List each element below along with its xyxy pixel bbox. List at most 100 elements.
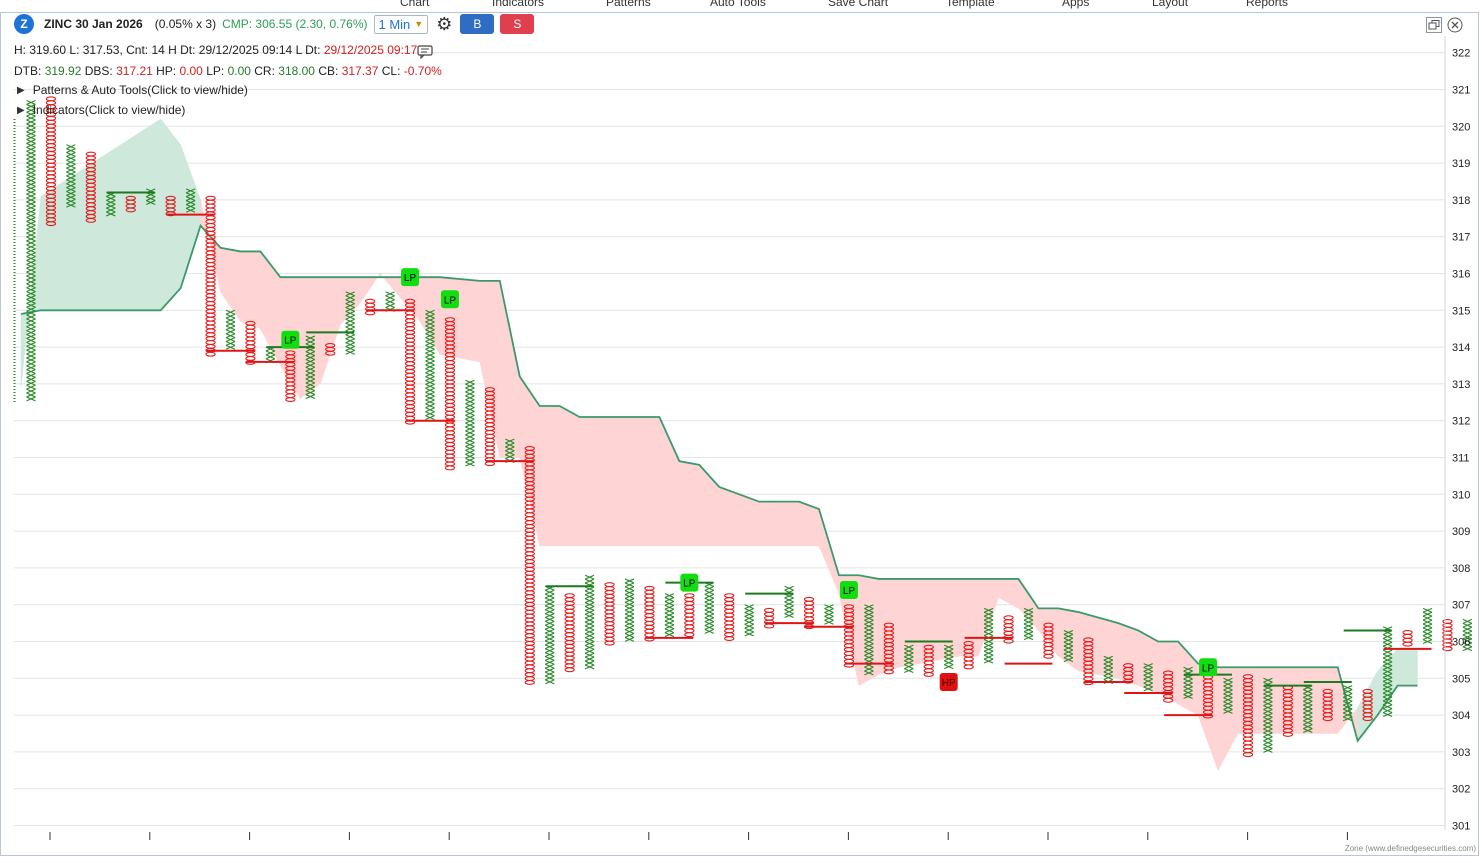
- hp-value: 0.00: [179, 64, 203, 78]
- x-column: [544, 585, 555, 685]
- x-column: [385, 291, 395, 312]
- y-tick-label: 306: [1452, 637, 1470, 649]
- x-column: [1063, 629, 1074, 663]
- chart-frame: [0, 12, 1479, 856]
- y-tick-label: 304: [1452, 710, 1470, 722]
- signal-badge: [839, 580, 858, 599]
- o-column: [404, 298, 416, 425]
- dbs-value: 317.21: [116, 64, 153, 78]
- play-triangle-icon: ▶: [17, 84, 25, 96]
- band-segment: [998, 578, 1019, 609]
- x-column: [345, 291, 355, 355]
- menu-apps[interactable]: Apps: [1062, 0, 1090, 9]
- x-column: [66, 144, 76, 208]
- timeframe-select[interactable]: 1 Min ▼: [373, 14, 429, 34]
- indicators-toggle[interactable]: ▶ Indicators(Click to view/hide): [17, 103, 185, 117]
- y-tick-label: 305: [1452, 673, 1470, 685]
- y-tick-label: 308: [1452, 563, 1470, 575]
- buy-button[interactable]: B: [460, 14, 495, 34]
- band-segment: [758, 501, 800, 547]
- menu-reports[interactable]: Reports: [1246, 0, 1289, 9]
- y-tick-label: 318: [1452, 195, 1470, 207]
- signals: LP LP LP LP LP HP LP: [281, 268, 1218, 691]
- restore-window-icon[interactable]: [1426, 17, 1442, 33]
- gear-icon[interactable]: ⚙: [436, 14, 453, 34]
- band-segment: [320, 276, 341, 384]
- y-tick-label: 312: [1452, 416, 1470, 428]
- o-column: [125, 195, 136, 213]
- band-segment: [20, 196, 42, 388]
- x-column: [1143, 663, 1153, 692]
- menu-auto-tools[interactable]: Auto Tools: [710, 0, 766, 9]
- o-column: [604, 582, 615, 646]
- patterns-toggle[interactable]: ▶ Patterns & Auto Tools(Click to view/hi…: [17, 83, 248, 97]
- signal-badge: [401, 268, 420, 287]
- x-column: [1462, 618, 1473, 652]
- signal-label: LP: [284, 336, 297, 347]
- o-column: [843, 604, 855, 668]
- o-column: [1242, 674, 1254, 758]
- cr-label: CR:: [254, 64, 275, 78]
- band-segment: [240, 251, 261, 330]
- y-tick-label: 317: [1452, 232, 1470, 244]
- menu-template[interactable]: Template: [946, 0, 995, 9]
- y-tick-label: 303: [1452, 747, 1470, 759]
- band-segment: [958, 578, 979, 657]
- x-column: [305, 335, 316, 399]
- band-segment: [1397, 648, 1418, 686]
- dtb-value: 319.92: [44, 64, 82, 78]
- zone-logo-icon: Z: [14, 14, 34, 34]
- band-segment: [459, 278, 481, 363]
- signal-label: LP: [404, 273, 417, 284]
- menu-layout[interactable]: Layout: [1152, 0, 1189, 9]
- symbol-title[interactable]: ZINC 30 Jan 2026: [44, 17, 143, 31]
- menu-chart[interactable]: Chart: [400, 0, 430, 9]
- cl-label: CL:: [381, 64, 401, 78]
- x-column: [824, 604, 834, 625]
- y-tick-label: 315: [1452, 305, 1470, 317]
- x-column: [1382, 626, 1393, 717]
- x-column: [664, 593, 675, 638]
- signal-label: LP: [683, 579, 696, 590]
- band-segment: [180, 144, 201, 289]
- o-column: [285, 350, 296, 403]
- x-column: [1342, 685, 1353, 722]
- signal-label: LP: [1202, 663, 1215, 674]
- lp-value: 0.00: [227, 64, 251, 78]
- o-column: [524, 446, 535, 685]
- signal-badge: [281, 330, 300, 349]
- x-column: [1303, 685, 1313, 733]
- band-segment: [40, 118, 161, 311]
- band-line: [20, 223, 1418, 743]
- band-segment: [559, 405, 580, 547]
- o-column: [923, 644, 934, 677]
- level-lines: [106, 191, 1432, 717]
- band-segment: [1377, 648, 1398, 716]
- o-column: [1282, 685, 1293, 737]
- y-tick-label: 307: [1452, 600, 1470, 612]
- menu-indicators[interactable]: Indicators: [492, 0, 545, 9]
- comment-icon[interactable]: [417, 45, 433, 59]
- o-column: [444, 317, 456, 471]
- menu-patterns[interactable]: Patterns: [606, 0, 651, 9]
- sell-button[interactable]: S: [500, 14, 535, 34]
- x-column: [1263, 677, 1273, 753]
- o-column: [1362, 688, 1373, 722]
- x-column: [624, 578, 635, 642]
- dbs-label: DBS:: [84, 64, 113, 78]
- close-icon[interactable]: [1447, 17, 1463, 33]
- signal-label: LP: [444, 295, 457, 306]
- x-column: [1223, 677, 1233, 714]
- x-column: [1183, 666, 1193, 699]
- play-triangle-icon: ▶: [17, 104, 25, 116]
- signal-label: HP: [942, 678, 956, 689]
- patterns-toggle-label: Patterns & Auto Tools(Click to view/hide…: [32, 83, 248, 97]
- y-tick-label: 319: [1452, 158, 1470, 170]
- low-date-label: L Dt:: [295, 43, 321, 57]
- menu-save-chart[interactable]: Save Chart: [828, 0, 889, 9]
- x-column: [225, 309, 236, 350]
- x-column: [26, 100, 36, 402]
- band-segment: [898, 578, 919, 668]
- x-column: [1023, 607, 1034, 641]
